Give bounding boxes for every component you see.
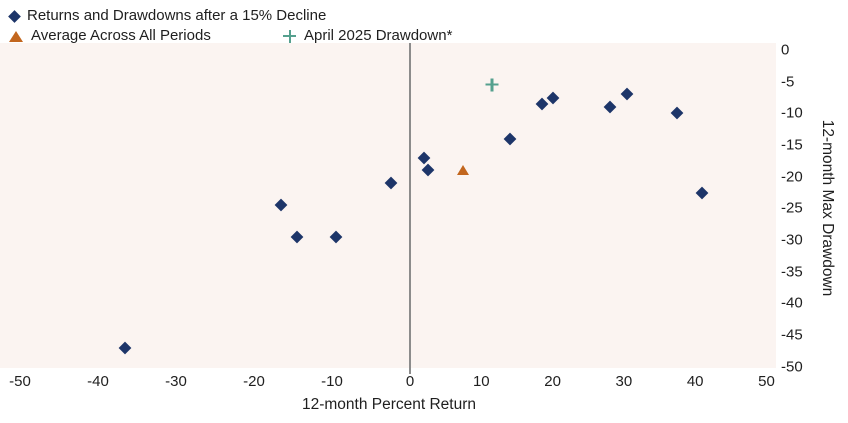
zero-axis-line	[409, 43, 411, 374]
y-tick-label: -15	[781, 136, 803, 154]
legend-label-returns: Returns and Drawdowns after a 15% Declin…	[27, 7, 327, 24]
y-tick-label: -45	[781, 326, 803, 344]
x-tick-label: -40	[87, 373, 109, 390]
triangle-icon	[9, 30, 23, 42]
x-tick-label: 10	[472, 373, 490, 390]
y-tick-label: -50	[781, 358, 803, 376]
x-tick-label: 0	[405, 373, 415, 390]
y-tick-label: -35	[781, 263, 803, 281]
legend-item-average: Average Across All Periods	[9, 26, 211, 46]
x-tick-label: 40	[686, 373, 704, 390]
x-axis-title: 12-month Percent Return	[301, 396, 477, 413]
y-tick-label: -10	[781, 104, 803, 122]
y-tick-label: -5	[781, 73, 795, 91]
y-tick-label: -20	[781, 168, 803, 186]
legend-item-april: April 2025 Drawdown*	[283, 26, 452, 46]
x-tick-label: 50	[758, 373, 775, 390]
y-tick-label: -30	[781, 231, 803, 249]
x-tick-label: 30	[615, 373, 633, 390]
y-tick-label: 0	[781, 41, 790, 59]
data-point-triangle	[457, 165, 470, 176]
x-tick-label: -20	[243, 373, 265, 390]
x-tick-label: -30	[165, 373, 187, 390]
data-point-plus	[485, 78, 499, 92]
y-tick-label: -25	[781, 199, 803, 217]
y-tick-label: -40	[781, 294, 803, 312]
y-axis-title: 12-month Max Drawdown	[819, 119, 836, 297]
legend-item-returns: Returns and Drawdowns after a 15% Declin…	[8, 6, 327, 26]
legend-label-average: Average Across All Periods	[31, 27, 211, 44]
x-tick-label: 20	[544, 373, 561, 390]
x-tick-label: -10	[321, 373, 343, 390]
plus-icon	[283, 29, 296, 43]
legend-label-april: April 2025 Drawdown*	[304, 27, 453, 44]
x-tick-label: -50	[9, 373, 31, 390]
diamond-icon	[8, 9, 21, 23]
plot-area	[0, 43, 776, 368]
